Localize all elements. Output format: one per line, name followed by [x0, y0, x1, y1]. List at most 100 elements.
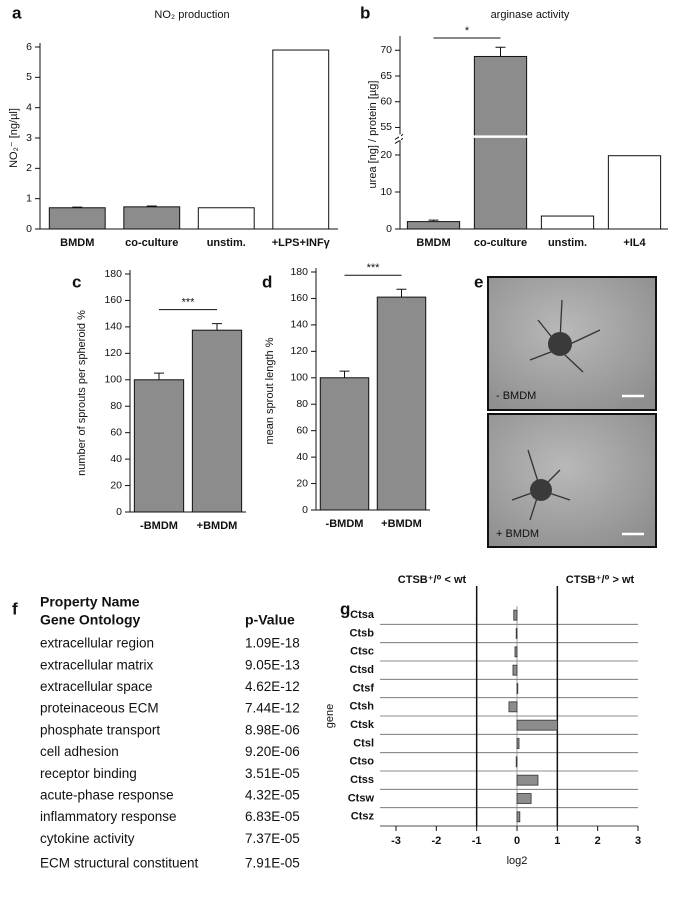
y-axis-label: NO₂⁻ [ng/µl]: [8, 108, 20, 168]
x-axis-label: log2: [507, 855, 528, 867]
y-tick-label: 40: [110, 453, 122, 465]
table-header: p-Value: [245, 612, 295, 628]
bar: [516, 683, 519, 694]
panel-label: d: [262, 272, 272, 291]
y-tick-label: Ctss: [350, 774, 374, 786]
bar: [406, 221, 461, 230]
y-tick-label: 6: [26, 41, 32, 53]
y-tick-label: 70: [380, 44, 392, 56]
table-cell: proteinaceous ECM: [40, 701, 159, 716]
y-tick-label: Ctsz: [351, 811, 375, 823]
bar: [516, 811, 521, 823]
image-label: + BMDM: [496, 528, 539, 540]
bar: [508, 701, 518, 713]
x-tick-label: +BMDM: [197, 520, 238, 532]
y-tick-label: 60: [296, 424, 308, 436]
table-cell: ECM structural constituent: [40, 856, 199, 871]
table-cell: 3.51E-05: [245, 766, 300, 781]
x-tick-label: -1: [472, 835, 482, 847]
bar: [515, 628, 518, 639]
panel-label: a: [12, 3, 22, 22]
y-tick-label: 160: [290, 292, 308, 304]
chart-title: NO₂ production: [154, 9, 229, 21]
x-tick-label: -BMDM: [140, 520, 178, 532]
bar: [123, 206, 181, 230]
y-tick-label: 65: [380, 70, 392, 82]
table-cell: 4.62E-12: [245, 679, 300, 694]
image-label: - BMDM: [496, 390, 536, 402]
y-tick-label: 0: [386, 223, 392, 235]
error-bar: [428, 219, 439, 222]
error-bar: [495, 46, 506, 57]
y-axis-label: urea [ng] / protein [µg]: [367, 81, 379, 189]
error-bar: [212, 323, 222, 331]
chart-title: arginase activity: [491, 9, 570, 21]
y-tick-label: 0: [302, 504, 308, 516]
bar: [516, 793, 532, 804]
table-cell: 7.44E-12: [245, 701, 300, 716]
y-tick-label: 3: [26, 132, 32, 144]
table-cell: 9.20E-06: [245, 744, 300, 759]
panel-label: f: [12, 599, 18, 618]
bar: [516, 719, 558, 731]
y-tick-label: 100: [104, 374, 122, 386]
y-tick-label: 20: [110, 479, 122, 491]
y-tick-label: 140: [290, 319, 308, 331]
table-cell: cytokine activity: [40, 831, 135, 846]
panel-label: b: [360, 3, 370, 22]
table-cell: inflammatory response: [40, 809, 177, 824]
y-tick-label: 160: [104, 294, 122, 306]
bar: [607, 155, 662, 230]
x-tick-label: co-culture: [474, 237, 527, 249]
bar: [516, 738, 520, 749]
x-tick-label: unstim.: [207, 237, 246, 249]
bar: [540, 215, 595, 230]
micrograph: [487, 413, 657, 548]
axis-break-gap: [399, 134, 401, 141]
x-tick-label: 3: [635, 835, 641, 847]
bar: [473, 55, 528, 230]
x-tick-label: BMDM: [416, 237, 450, 249]
table-cell: receptor binding: [40, 766, 137, 781]
bar: [516, 774, 539, 786]
bar: [376, 296, 427, 511]
table-cell: 1.09E-18: [245, 636, 300, 651]
significance-label: *: [465, 25, 470, 37]
y-tick-label: 80: [110, 400, 122, 412]
y-tick-label: Ctsh: [350, 701, 375, 713]
error-bar: [72, 206, 83, 208]
table-cell: 9.05E-13: [245, 657, 300, 672]
y-tick-label: 0: [26, 223, 32, 235]
bar: [515, 756, 518, 768]
error-bar: [146, 205, 157, 207]
y-tick-label: 5: [26, 71, 32, 83]
panel-label: c: [72, 272, 81, 291]
error-bar: [154, 372, 164, 380]
panel-label: e: [474, 272, 483, 291]
y-tick-label: Ctsf: [353, 682, 375, 694]
spheroid-core: [530, 479, 552, 501]
y-tick-label: Ctsa: [350, 609, 375, 621]
x-tick-label: +BMDM: [381, 518, 422, 530]
spheroid: [511, 449, 571, 521]
table-cell: extracellular matrix: [40, 657, 154, 672]
x-tick-label: -2: [431, 835, 441, 847]
error-bar: [339, 370, 350, 378]
y-tick-label: Ctsk: [350, 719, 375, 731]
table-cell: 4.32E-05: [245, 787, 300, 802]
table-cell: phosphate transport: [40, 722, 160, 737]
y-tick-label: 0: [116, 506, 122, 518]
y-tick-label: 40: [296, 451, 308, 463]
annotation: CTSB⁺/⁰ < wt: [398, 574, 467, 586]
x-tick-label: -BMDM: [326, 518, 364, 530]
bar: [197, 207, 255, 230]
table-cell: 6.83E-05: [245, 809, 300, 824]
y-tick-label: 60: [110, 426, 122, 438]
x-tick-label: 2: [595, 835, 601, 847]
table-cell: extracellular region: [40, 636, 154, 651]
x-tick-label: +IL4: [623, 237, 646, 249]
y-tick-label: Ctsc: [350, 646, 374, 658]
x-tick-label: BMDM: [60, 237, 94, 249]
y-axis-label: mean sprout length %: [264, 337, 276, 444]
